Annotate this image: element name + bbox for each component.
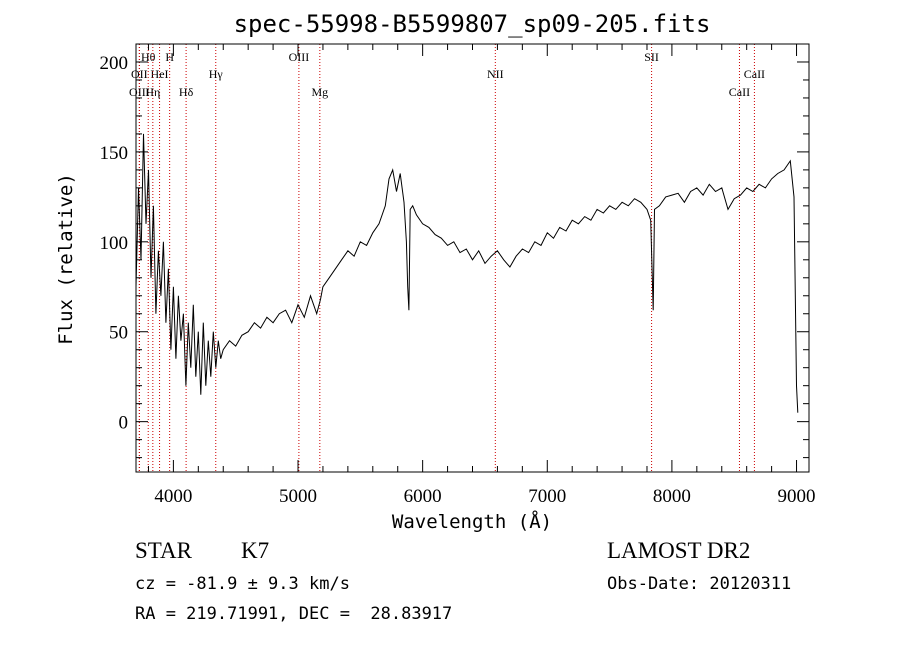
y-axis-label: Flux (relative) bbox=[55, 173, 77, 345]
x-axis-label: Wavelength (Å) bbox=[392, 510, 552, 533]
object-class: STAR bbox=[135, 538, 192, 563]
x-tick-label: 7000 bbox=[528, 486, 566, 507]
spectral-line-label: Hθ bbox=[141, 50, 156, 64]
obs-date: Obs-Date: 20120311 bbox=[607, 574, 792, 594]
spectral-line-label: CaII bbox=[744, 67, 765, 81]
spectral-line-label: SII bbox=[644, 50, 659, 64]
redshift: cz = -81.9 ± 9.3 km/s bbox=[135, 574, 350, 594]
spectral-line-label: OIII bbox=[129, 85, 150, 99]
subclass: K7 bbox=[241, 538, 270, 563]
x-tick-label: 9000 bbox=[778, 486, 816, 507]
x-tick-label: 8000 bbox=[653, 486, 691, 507]
spectral-line-label: Hη bbox=[145, 85, 160, 99]
y-axis: 0 50 100 150 200 bbox=[100, 53, 809, 459]
y-tick-label: 100 bbox=[100, 233, 129, 254]
spectral-line-label: OIII bbox=[289, 50, 310, 64]
plot-frame bbox=[135, 43, 810, 473]
survey-name: LAMOST DR2 bbox=[607, 538, 751, 563]
spectral-line-label: Hγ bbox=[209, 67, 224, 81]
spectral-line-label: CaII bbox=[729, 85, 750, 99]
spectral-line-label: Hδ bbox=[179, 85, 194, 99]
x-tick-label: 6000 bbox=[404, 486, 442, 507]
spectral-line-label: H bbox=[165, 50, 174, 64]
x-axis: 4000 5000 6000 7000 8000 9000 bbox=[147, 44, 816, 507]
x-tick-label: 5000 bbox=[279, 486, 317, 507]
y-tick-label: 50 bbox=[109, 323, 128, 344]
y-tick-label: 0 bbox=[119, 413, 129, 434]
y-tick-label: 200 bbox=[100, 53, 129, 74]
spectrum-series-line bbox=[135, 133, 799, 413]
spectral-line-label: Mg bbox=[311, 85, 328, 99]
y-tick-label: 150 bbox=[100, 143, 129, 164]
x-tick-label: 4000 bbox=[154, 486, 192, 507]
chart-title: spec-55998-B5599807_sp09-205.fits bbox=[234, 10, 711, 38]
spectral-line-label: NII bbox=[487, 67, 504, 81]
coordinates: RA = 219.71991, DEC = 28.83917 bbox=[135, 604, 453, 624]
spectral-line-label: HeI bbox=[151, 67, 169, 81]
